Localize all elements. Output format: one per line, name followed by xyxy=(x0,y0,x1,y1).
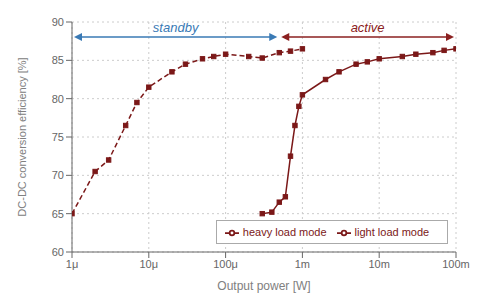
svg-text:active: active xyxy=(351,20,385,35)
svg-text:60: 60 xyxy=(52,246,64,258)
svg-text:10μ: 10μ xyxy=(140,258,159,270)
svg-text:75: 75 xyxy=(52,131,64,143)
svg-text:100m: 100m xyxy=(442,258,470,270)
svg-text:1μ: 1μ xyxy=(66,258,78,270)
html-text:light load mode: light load mode xyxy=(354,226,430,238)
svg-text:1m: 1m xyxy=(295,258,310,270)
html-text:heavy load mode: heavy load mode xyxy=(242,226,327,238)
svg-text:80: 80 xyxy=(52,93,64,105)
svg-text:100μ: 100μ xyxy=(213,258,238,270)
svg-text:Output power [W]: Output power [W] xyxy=(217,279,310,293)
svg-text:65: 65 xyxy=(52,208,64,220)
svg-text:standby: standby xyxy=(153,20,200,35)
svg-text:DC-DC conversion efficiency [%: DC-DC conversion efficiency [%] xyxy=(16,57,28,216)
svg-text:85: 85 xyxy=(52,54,64,66)
svg-text:90: 90 xyxy=(52,16,64,28)
svg-text:10m: 10m xyxy=(368,258,389,270)
svg-text:70: 70 xyxy=(52,169,64,181)
